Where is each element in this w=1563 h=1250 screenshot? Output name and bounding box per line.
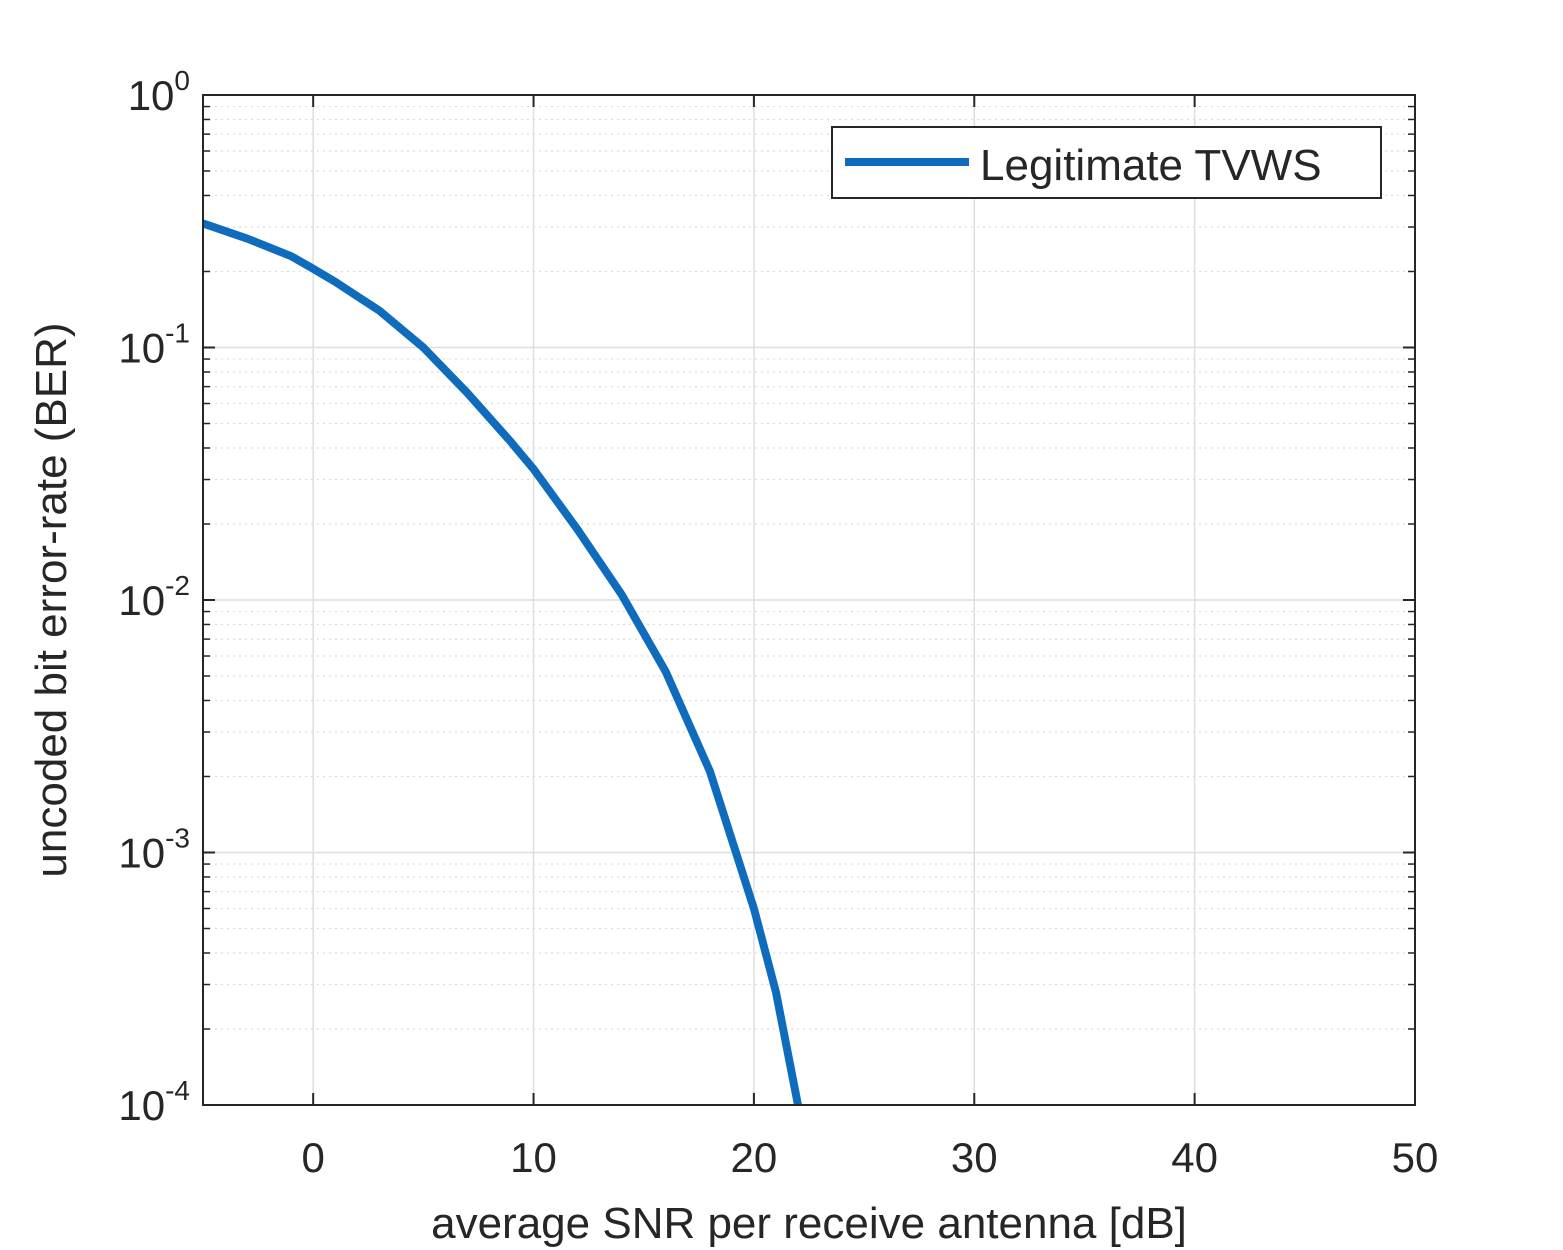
x-tick-label: 10 [510, 1134, 557, 1181]
x-tick-labels: 0 10 20 30 40 50 [302, 1134, 1439, 1181]
x-axis-label: average SNR per receive antenna [dB] [431, 1199, 1187, 1248]
series-line-legitimate-tvws [201, 219, 802, 1106]
legend-entry-legitimate-tvws: Legitimate TVWS [980, 141, 1322, 190]
x-tick-label: 20 [731, 1134, 778, 1181]
y-tick-labels: 100 10-1 10-2 10-3 10-4 [118, 65, 190, 1129]
y-tick-label: 10-4 [118, 1075, 190, 1129]
series-layer [201, 219, 802, 1106]
x-tick-label: 0 [302, 1134, 325, 1181]
y-tick-label: 10-1 [118, 318, 190, 372]
x-tick-label: 50 [1392, 1134, 1439, 1181]
y-axis-label: uncoded bit error-rate (BER) [27, 322, 76, 877]
y-tick-label: 100 [128, 65, 190, 119]
x-tick-label: 40 [1171, 1134, 1218, 1181]
y-tick-label: 10-3 [118, 823, 190, 877]
legend: Legitimate TVWS [831, 126, 1382, 199]
plot-frame [202, 94, 1416, 1106]
y-tick-label: 10-2 [118, 570, 190, 624]
x-tick-label: 30 [951, 1134, 998, 1181]
